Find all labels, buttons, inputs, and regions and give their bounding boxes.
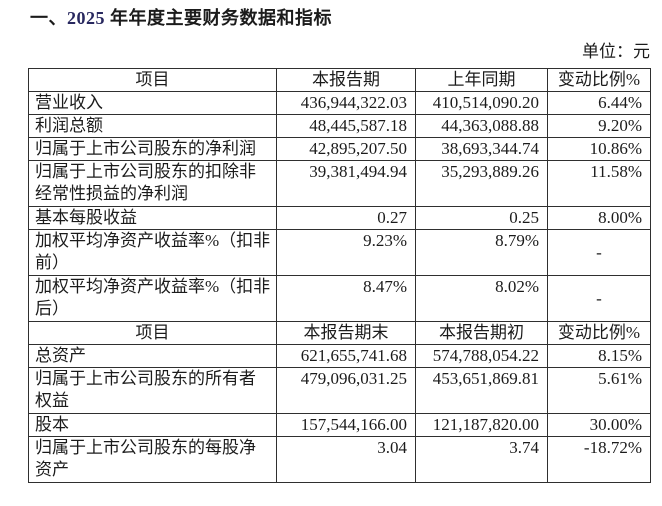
table-section-current-vs-prior: 项目 本报告期 上年同期 变动比例% 营业收入 436,944,322.03 410,514…	[28, 68, 651, 322]
table-row: 加权平均净资产收益率%（扣非后） 8.47% 8.02% -	[28, 275, 651, 322]
financial-report-page: 一、2025 年年度主要财务数据和指标 单位：元 项目 本报告期 上年同期 变动比例%…	[28, 6, 662, 483]
value-cell: 8.15%	[547, 344, 651, 368]
table-row: 归属于上市公司股东的净利润 42,895,207.50 38,693,344.74 1…	[28, 137, 651, 161]
item-cell: 加权平均净资产收益率%（扣非后）	[28, 275, 277, 322]
column-header: 项目	[28, 321, 277, 345]
title-year: 2025	[67, 8, 105, 28]
table-header-row: 项目 本报告期末 本报告期初 变动比例%	[28, 321, 651, 345]
value-cell: 8.00%	[547, 206, 651, 230]
value-cell: 11.58%	[547, 160, 651, 207]
value-cell: 39,381,494.94	[276, 160, 416, 207]
value-cell: 621,655,741.68	[276, 344, 416, 368]
item-cell: 基本每股收益	[28, 206, 277, 230]
table-header-row: 项目 本报告期 上年同期 变动比例%	[28, 68, 651, 92]
value-cell: 0.27	[276, 206, 416, 230]
value-cell: 121,187,820.00	[415, 413, 548, 437]
value-cell: 30.00%	[547, 413, 651, 437]
value-cell: 38,693,344.74	[415, 137, 548, 161]
table-row: 归属于上市公司股东的扣除非经常性损益的净利润 39,381,494.94 35,29…	[28, 160, 651, 207]
table-row: 归属于上市公司股东的所有者权益 479,096,031.25 453,651,869…	[28, 367, 651, 414]
value-cell: 8.02%	[415, 275, 548, 322]
item-cell: 加权平均净资产收益率%（扣非前）	[28, 229, 277, 276]
value-cell: 410,514,090.20	[415, 91, 548, 115]
value-cell: 35,293,889.26	[415, 160, 548, 207]
table-row: 归属于上市公司股东的每股净资产 3.04 3.74 -18.72%	[28, 436, 651, 483]
value-cell: 0.25	[415, 206, 548, 230]
value-cell: 44,363,088.88	[415, 114, 548, 138]
value-cell: 3.04	[276, 436, 416, 483]
value-cell: 574,788,054.22	[415, 344, 548, 368]
unit-label: 单位：元	[582, 42, 650, 61]
value-cell: 5.61%	[547, 367, 651, 414]
item-cell: 归属于上市公司股东的扣除非经常性损益的净利润	[28, 160, 277, 207]
value-cell: 479,096,031.25	[276, 367, 416, 414]
item-cell: 股本	[28, 413, 277, 437]
value-cell: 9.23%	[276, 229, 416, 276]
column-header: 本报告期末	[276, 321, 416, 345]
table-section-period-end-vs-begin: 项目 本报告期末 本报告期初 变动比例% 总资产 621,655,741.68 574,78…	[28, 321, 651, 483]
financial-table: 项目 本报告期 上年同期 变动比例% 营业收入 436,944,322.03 410,514…	[28, 68, 651, 483]
table-row: 总资产 621,655,741.68 574,788,054.22 8.15%	[28, 344, 651, 368]
item-cell: 归属于上市公司股东的每股净资产	[28, 436, 277, 483]
item-cell: 总资产	[28, 344, 277, 368]
value-cell: 10.86%	[547, 137, 651, 161]
title-text: 年年度主要财务数据和指标	[105, 8, 332, 28]
value-cell: -	[547, 229, 651, 276]
value-cell: 3.74	[415, 436, 548, 483]
value-cell: 436,944,322.03	[276, 91, 416, 115]
column-header: 本报告期	[276, 68, 416, 92]
value-cell: 48,445,587.18	[276, 114, 416, 138]
column-header: 项目	[28, 68, 277, 92]
column-header: 上年同期	[415, 68, 548, 92]
table-row: 加权平均净资产收益率%（扣非前） 9.23% 8.79% -	[28, 229, 651, 276]
item-cell: 利润总额	[28, 114, 277, 138]
value-cell: 157,544,166.00	[276, 413, 416, 437]
section-title: 一、2025 年年度主要财务数据和指标	[30, 6, 662, 30]
value-cell: 42,895,207.50	[276, 137, 416, 161]
column-header: 变动比例%	[547, 321, 651, 345]
table-row: 营业收入 436,944,322.03 410,514,090.20 6.44%	[28, 91, 651, 115]
value-cell: 6.44%	[547, 91, 651, 115]
table-row: 基本每股收益 0.27 0.25 8.00%	[28, 206, 651, 230]
value-cell: -	[547, 275, 651, 322]
value-cell: 9.20%	[547, 114, 651, 138]
table-row: 股本 157,544,166.00 121,187,820.00 30.00%	[28, 413, 651, 437]
column-header: 本报告期初	[415, 321, 548, 345]
item-cell: 营业收入	[28, 91, 277, 115]
column-header: 变动比例%	[547, 68, 651, 92]
table-row: 利润总额 48,445,587.18 44,363,088.88 9.20%	[28, 114, 651, 138]
value-cell: 8.47%	[276, 275, 416, 322]
item-cell: 归属于上市公司股东的所有者权益	[28, 367, 277, 414]
item-cell: 归属于上市公司股东的净利润	[28, 137, 277, 161]
value-cell: -18.72%	[547, 436, 651, 483]
title-prefix: 一、	[30, 8, 67, 28]
value-cell: 8.79%	[415, 229, 548, 276]
value-cell: 453,651,869.81	[415, 367, 548, 414]
